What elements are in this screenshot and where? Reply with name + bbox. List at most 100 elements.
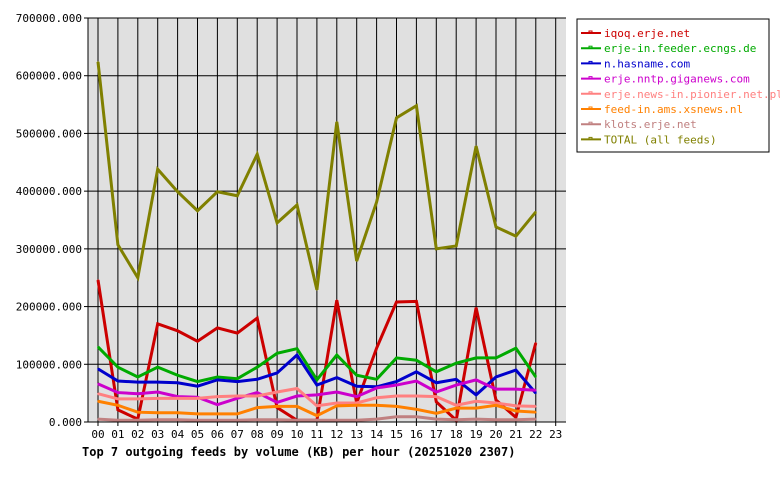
data-point bbox=[395, 117, 398, 119]
legend-label: klots.erje.net bbox=[604, 118, 697, 131]
data-point bbox=[355, 260, 358, 262]
legend-label: n.hasname.com bbox=[604, 57, 690, 70]
data-point bbox=[196, 413, 199, 415]
data-point bbox=[395, 405, 398, 408]
data-point bbox=[535, 211, 537, 213]
x-tick-label: 17 bbox=[430, 428, 443, 441]
data-point bbox=[256, 317, 259, 319]
data-point bbox=[296, 405, 298, 408]
data-point bbox=[196, 397, 199, 400]
data-point bbox=[176, 330, 179, 332]
data-point bbox=[316, 414, 318, 417]
legend-marker bbox=[588, 136, 593, 140]
data-point bbox=[117, 409, 119, 411]
data-point bbox=[336, 405, 338, 407]
data-point bbox=[156, 411, 159, 414]
data-point bbox=[276, 222, 278, 224]
data-point bbox=[176, 374, 179, 377]
y-tick-label: 700000.000 bbox=[16, 12, 82, 25]
data-point bbox=[395, 380, 398, 383]
data-point bbox=[495, 404, 497, 407]
data-point bbox=[236, 395, 239, 397]
data-point bbox=[176, 381, 179, 384]
data-point bbox=[515, 410, 517, 412]
y-tick-label: 500000.000 bbox=[16, 127, 82, 140]
data-point bbox=[97, 61, 99, 63]
data-point bbox=[137, 392, 139, 395]
x-tick-label: 15 bbox=[390, 428, 403, 441]
x-tick-label: 16 bbox=[410, 428, 423, 441]
data-point bbox=[256, 153, 259, 156]
data-point bbox=[515, 388, 517, 390]
data-point bbox=[435, 395, 438, 398]
data-point bbox=[495, 357, 497, 359]
legend-marker bbox=[588, 121, 593, 125]
data-point bbox=[276, 401, 278, 404]
x-tick-label: 11 bbox=[310, 428, 323, 441]
x-tick-label: 09 bbox=[270, 428, 283, 441]
x-tick-label: 06 bbox=[211, 428, 224, 441]
data-point bbox=[296, 204, 298, 206]
data-point bbox=[196, 419, 199, 422]
data-point bbox=[156, 168, 159, 171]
data-point bbox=[256, 418, 259, 421]
data-point bbox=[296, 347, 298, 350]
data-point bbox=[156, 418, 159, 421]
data-point bbox=[475, 400, 477, 403]
x-tick-label: 05 bbox=[191, 428, 204, 441]
x-tick-label: 23 bbox=[549, 428, 562, 441]
data-point bbox=[97, 392, 99, 395]
data-point bbox=[375, 387, 378, 389]
data-point bbox=[435, 248, 438, 250]
data-point bbox=[296, 419, 298, 422]
data-point bbox=[316, 405, 318, 407]
legend-label: feed-in.ams.xsnews.nl bbox=[604, 103, 743, 116]
data-point bbox=[495, 388, 497, 390]
data-point bbox=[117, 366, 119, 368]
data-point bbox=[495, 402, 497, 404]
data-point bbox=[395, 384, 398, 386]
data-point bbox=[475, 357, 477, 359]
x-tick-label: 01 bbox=[111, 428, 124, 441]
data-point bbox=[435, 412, 438, 415]
data-point bbox=[535, 392, 537, 394]
data-point bbox=[216, 403, 219, 406]
data-point bbox=[375, 201, 378, 203]
data-point bbox=[395, 416, 398, 418]
data-point bbox=[455, 404, 458, 407]
x-tick-label: 08 bbox=[251, 428, 264, 441]
data-point bbox=[117, 244, 119, 246]
data-point bbox=[515, 418, 517, 421]
data-point bbox=[435, 381, 438, 384]
x-tick-label: 04 bbox=[171, 428, 185, 441]
data-point bbox=[515, 416, 517, 419]
legend-marker bbox=[588, 91, 593, 95]
data-point bbox=[435, 401, 438, 403]
data-point bbox=[196, 209, 199, 212]
x-tick-label: 03 bbox=[151, 428, 164, 441]
chart-title: Top 7 outgoing feeds by volume (KB) per … bbox=[82, 445, 515, 459]
data-point bbox=[156, 391, 159, 393]
data-point bbox=[336, 419, 338, 422]
data-point bbox=[156, 366, 159, 368]
data-point bbox=[535, 418, 537, 420]
data-point bbox=[196, 380, 199, 383]
data-point bbox=[535, 405, 537, 408]
data-point bbox=[176, 190, 179, 193]
data-point bbox=[316, 379, 318, 381]
data-point bbox=[316, 384, 318, 386]
data-point bbox=[375, 418, 378, 420]
data-point bbox=[336, 391, 338, 393]
data-point bbox=[336, 402, 338, 404]
data-point bbox=[415, 370, 418, 373]
data-point bbox=[216, 376, 219, 378]
legend-label: erje-in.feeder.ecngs.de bbox=[604, 42, 756, 55]
data-point bbox=[336, 299, 338, 302]
data-point bbox=[375, 404, 378, 407]
data-point bbox=[475, 306, 477, 309]
data-point bbox=[415, 359, 418, 362]
data-point bbox=[395, 301, 398, 303]
data-point bbox=[236, 377, 239, 380]
legend-label: erje.news-in.pionier.net.pl bbox=[604, 88, 780, 101]
